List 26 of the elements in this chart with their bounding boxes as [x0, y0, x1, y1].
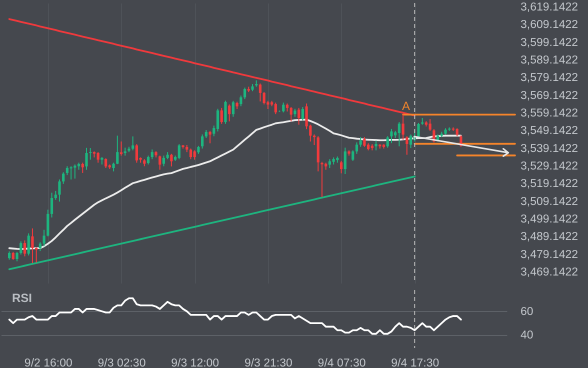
- chart-title: RSI: [12, 291, 32, 305]
- x-tick-label: 9/3 02:30: [98, 358, 146, 368]
- y-tick-label: 3,569.1422: [520, 90, 578, 102]
- y-tick-label: 3,549.1422: [520, 125, 578, 138]
- y-tick-label: 3,599.1422: [520, 36, 578, 49]
- y-tick-label: 40: [520, 329, 534, 342]
- x-tick-label: 9/4 07:30: [318, 358, 366, 368]
- y-tick-label: 3,559.1422: [520, 107, 578, 120]
- y-tick-label: 3,509.1422: [520, 196, 578, 208]
- y-tick-label: 3,489.1422: [520, 231, 578, 244]
- y-tick-label: 3,499.1422: [520, 213, 578, 226]
- y-tick-label: 3,479.1422: [520, 248, 578, 261]
- x-tick-label: 9/2 16:00: [24, 358, 72, 368]
- y-tick-label: 3,529.1422: [520, 160, 578, 172]
- x-tick-label: 9/3 12:00: [171, 358, 220, 368]
- y-tick-label: 3,609.1422: [520, 19, 578, 32]
- y-tick-label: 60: [520, 306, 534, 318]
- x-tick-label: 9/4 17:30: [391, 358, 440, 368]
- y-tick-label: 3,589.1422: [520, 54, 578, 66]
- y-tick-label: 3,579.1422: [520, 72, 578, 84]
- y-tick-label: 3,519.1422: [520, 178, 578, 190]
- y-tick-label: 3,469.1422: [520, 266, 578, 278]
- y-tick-label: 3,539.1422: [520, 142, 578, 155]
- x-tick-label: 9/3 21:30: [244, 358, 292, 368]
- annotation: A: [402, 99, 410, 113]
- y-tick-label: 3,619.1422: [520, 1, 578, 14]
